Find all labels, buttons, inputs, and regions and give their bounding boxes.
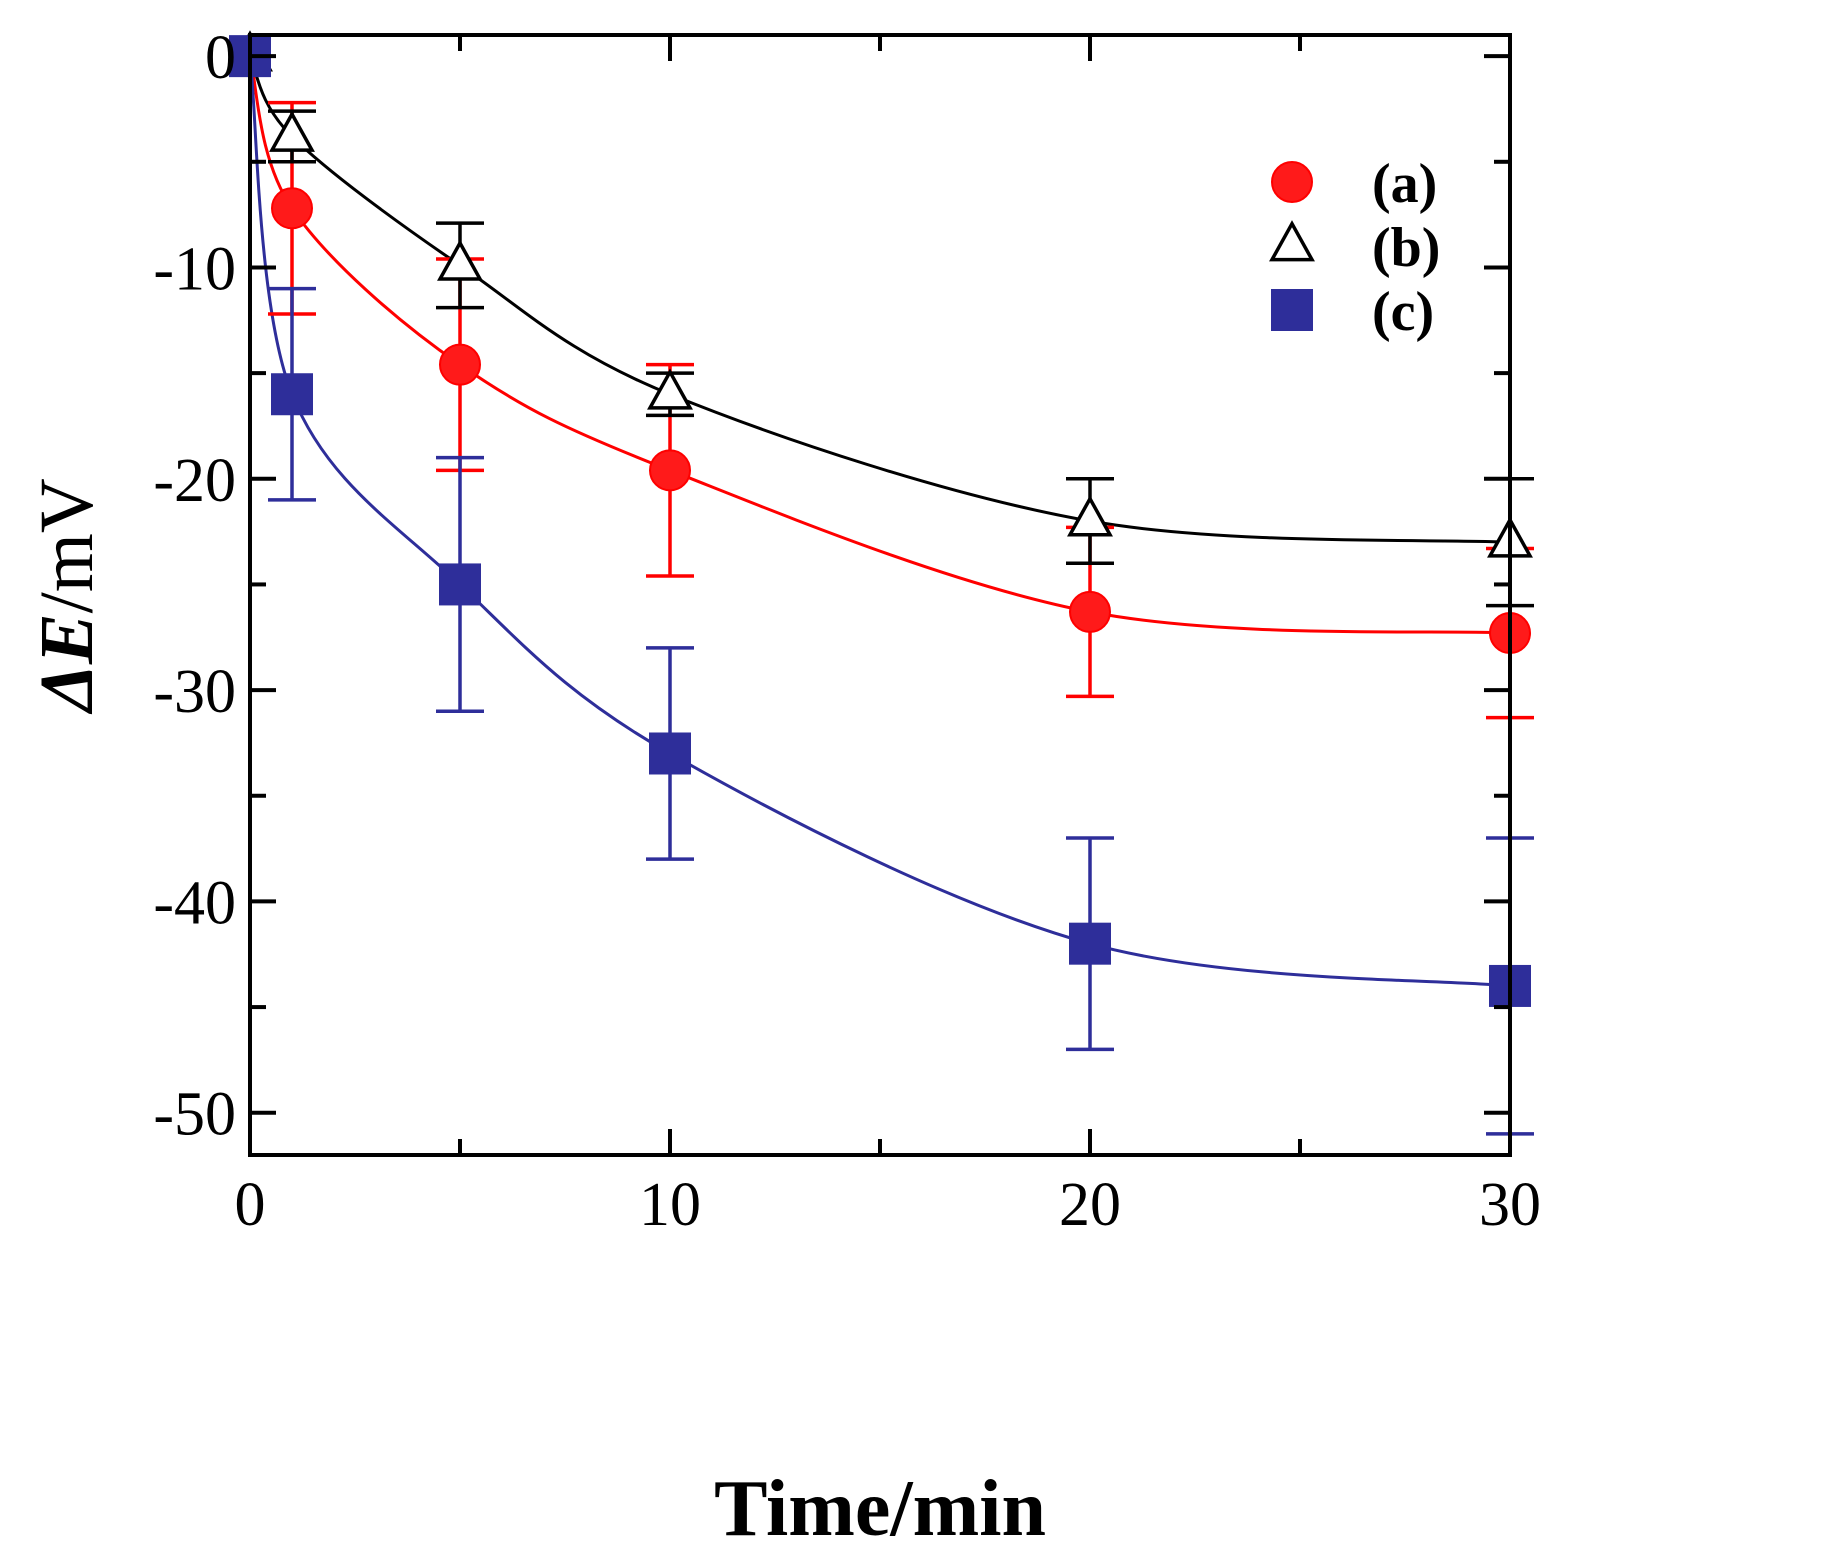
y-tick-label: 0 [205, 24, 236, 92]
data-point-triangle-open [437, 239, 483, 281]
legend-marker [1271, 161, 1313, 203]
legend: (a)(b)(c) [1269, 153, 1440, 343]
fit-curve-0 [248, 55, 1511, 635]
data-point-triangle-open [269, 110, 315, 152]
legend-label: (c) [1372, 281, 1434, 343]
data-point-square [649, 732, 691, 775]
data-point-square [271, 373, 313, 416]
data-point-square [1069, 922, 1111, 965]
legend-marker [1269, 220, 1315, 262]
x-tick-label: 10 [639, 1171, 701, 1239]
data-point-triangle-open [1067, 495, 1113, 537]
data-point-square [439, 563, 481, 606]
y-axis-label-variable: E [25, 613, 109, 665]
x-axis-label: Time/min [714, 1465, 1046, 1553]
fit-curve-2 [248, 55, 1511, 988]
axis-ticks [248, 35, 1512, 1155]
legend-label: (a) [1372, 153, 1437, 215]
data-point-circle [649, 449, 691, 492]
y-axis-label: ΔE/mV [25, 478, 109, 715]
data-point-triangle-open [647, 368, 693, 410]
tick-labels: 0 10 20 30 0 -10 -20 -30 -40 -50 [153, 24, 1541, 1239]
y-tick-label: -30 [153, 658, 236, 726]
y-axis-label-unit: /mV [25, 478, 109, 613]
x-tick-label: 20 [1059, 1171, 1121, 1239]
x-tick-label: 30 [1479, 1171, 1541, 1239]
data-point-circle [1069, 590, 1111, 633]
data-markers [227, 30, 1533, 1007]
legend-label: (b) [1372, 217, 1440, 279]
y-tick-label: -50 [153, 1081, 236, 1149]
data-point-circle [439, 343, 481, 386]
y-tick-label: -20 [153, 447, 236, 515]
y-axis-label-delta: Δ [25, 664, 109, 715]
x-tick-label: 0 [235, 1171, 266, 1239]
data-point-circle [271, 187, 313, 230]
fit-curves [248, 55, 1511, 988]
y-tick-label: -10 [153, 235, 236, 303]
y-tick-label: -40 [153, 869, 236, 937]
legend-marker [1271, 289, 1313, 331]
